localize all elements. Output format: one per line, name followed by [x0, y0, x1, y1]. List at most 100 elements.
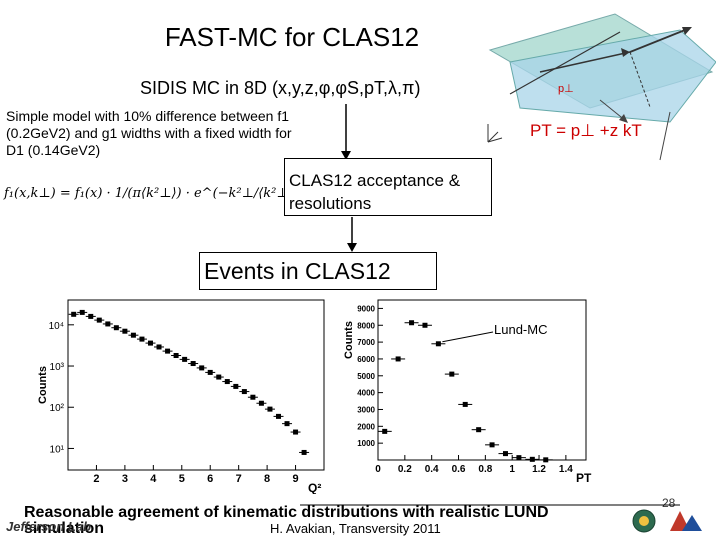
q2-data-point	[113, 325, 119, 331]
q2-data-point	[139, 336, 145, 342]
pt-distribution-chart: 1000 2000 3000 4000 5000 6000 7000 8000 9000 0 0.2…	[343, 299, 592, 485]
conclusion-text: Reasonable agreement of kinematic distri…	[24, 504, 549, 537]
q2-xtick-label: 5	[179, 473, 185, 485]
q2-data-point	[182, 356, 188, 362]
hadron-plane	[509, 29, 716, 123]
slide-title: FAST-MC for CLAS12	[164, 22, 420, 52]
pt-ytick-label: 5000	[357, 372, 375, 381]
q2-data-point	[275, 413, 281, 419]
pt-xtick-label: 0	[375, 464, 381, 475]
pt-ytick-label: 9000	[357, 304, 375, 313]
q2-ytick-label: 10¹	[50, 444, 65, 455]
pt-data-point	[422, 322, 428, 328]
pt-xlabel: PT	[576, 471, 592, 485]
q2-plot-frame	[67, 299, 325, 471]
pt-xtick-label: 0.2	[398, 464, 412, 475]
q2-data-point	[224, 379, 230, 385]
q2-data-point	[88, 313, 94, 319]
pt-ytick-label: 7000	[357, 338, 375, 347]
p-perp-label: p⊥	[558, 83, 574, 95]
pt-xtick-label: 0.4	[425, 464, 439, 475]
q2-data-point	[130, 332, 136, 338]
pt-data-point	[395, 356, 401, 362]
virtual-photon-arrow	[539, 51, 631, 73]
pt-formula: PT = p⊥ +z kT	[530, 121, 642, 140]
q2-ytick-label: 10²	[50, 403, 65, 414]
q2-data-point	[156, 344, 162, 350]
jsa-logo-icon	[670, 511, 690, 531]
pt-data-point	[489, 442, 495, 448]
pt-data-point	[502, 451, 508, 457]
q2-xtick-label: 7	[236, 473, 242, 485]
pt-ytick-label: 4000	[357, 389, 375, 398]
pt-xtick-label: 0.8	[478, 464, 492, 475]
pt-ylabel: Counts	[343, 321, 355, 359]
q2-data-point	[79, 309, 85, 315]
q2-data-point	[293, 429, 299, 435]
hadron-momentum-arrow	[629, 27, 691, 53]
q2-data-point	[165, 348, 171, 354]
q2-xtick-label: 2	[93, 473, 99, 485]
kinematics-diagram	[487, 13, 716, 161]
slide-subtitle: SIDIS MC in 8D (x,y,z,φ,φS,pT,λ,π)	[140, 78, 421, 98]
footer-divider	[300, 504, 680, 506]
pt-ytick-label: 2000	[357, 422, 375, 431]
q2-data-point	[71, 311, 77, 317]
q2-data-point	[250, 394, 256, 400]
q2-data-point	[105, 321, 111, 327]
q2-distribution-chart: 10¹ 10² 10³ 10⁴ 2 3 4 5 6 7 8 9 Counts Q²	[37, 299, 325, 494]
pt-data-point	[435, 341, 441, 347]
q2-xtick-label: 9	[292, 473, 298, 485]
footer-credit: H. Avakian, Transversity 2011	[270, 521, 441, 536]
lund-mc-label: Lund-MC	[494, 322, 548, 337]
pt-xtick-label: 0.6	[452, 464, 466, 475]
q2-data-point	[258, 400, 264, 406]
q2-ylabel: Counts	[37, 366, 49, 404]
pt-xtick-label: 1.2	[532, 464, 546, 475]
pt-data-point	[476, 427, 482, 433]
q2-data-point	[190, 361, 196, 367]
pt-ytick-label: 6000	[357, 355, 375, 364]
q2-data-point	[301, 449, 307, 455]
pt-xtick-label: 1	[509, 464, 515, 475]
q2-ytick-label: 10³	[50, 362, 65, 373]
lab-logo-text: Jefferson Lab	[6, 519, 92, 534]
institution-logos	[632, 509, 702, 533]
pt-data-point	[529, 456, 535, 462]
pt-pointer-line	[659, 111, 671, 161]
pt-data-point	[462, 401, 468, 407]
q2-data-point	[241, 389, 247, 395]
q2-xtick-label: 6	[207, 473, 213, 485]
q2-xlabel: Q²	[308, 481, 321, 494]
events-box: Events in CLAS12	[199, 252, 437, 290]
pt-data-point	[409, 320, 415, 326]
pt-data-point	[543, 457, 549, 463]
q2-ytick-label: 10⁴	[49, 321, 64, 332]
pt-ytick-label: 3000	[357, 405, 375, 414]
q2-data-point	[199, 365, 205, 371]
acceptance-box: CLAS12 acceptance & resolutions	[284, 158, 492, 216]
pt-data-point	[516, 455, 522, 461]
pt-plot-frame	[377, 299, 587, 461]
q2-data-point	[96, 317, 102, 323]
q2-data-point	[147, 340, 153, 346]
pt-data-point	[382, 428, 388, 434]
q2-data-point	[267, 406, 273, 412]
q2-data-point	[284, 421, 290, 427]
q2-data-point	[233, 383, 239, 389]
model-description: Simple model with 10% difference between…	[6, 108, 292, 158]
lund-pointer-line	[442, 331, 494, 343]
q2-xtick-label: 4	[150, 473, 157, 485]
distribution-formula: f₁(x,k⊥) = f₁(x) · 1/(π⟨k²⊥⟩) · e^(−k²⊥/…	[4, 186, 299, 201]
pt-ytick-label: 1000	[357, 439, 375, 448]
pt-xtick-label: 1.4	[559, 464, 573, 475]
q2-data-point	[122, 328, 128, 334]
q2-xtick-label: 3	[122, 473, 128, 485]
q2-data-point	[207, 369, 213, 375]
pt-ytick-label: 8000	[357, 321, 375, 330]
page-number: 28	[662, 496, 676, 510]
pt-data-point	[449, 371, 455, 377]
q2-data-point	[173, 353, 179, 359]
q2-xtick-label: 8	[264, 473, 270, 485]
q2-data-point	[216, 374, 222, 380]
